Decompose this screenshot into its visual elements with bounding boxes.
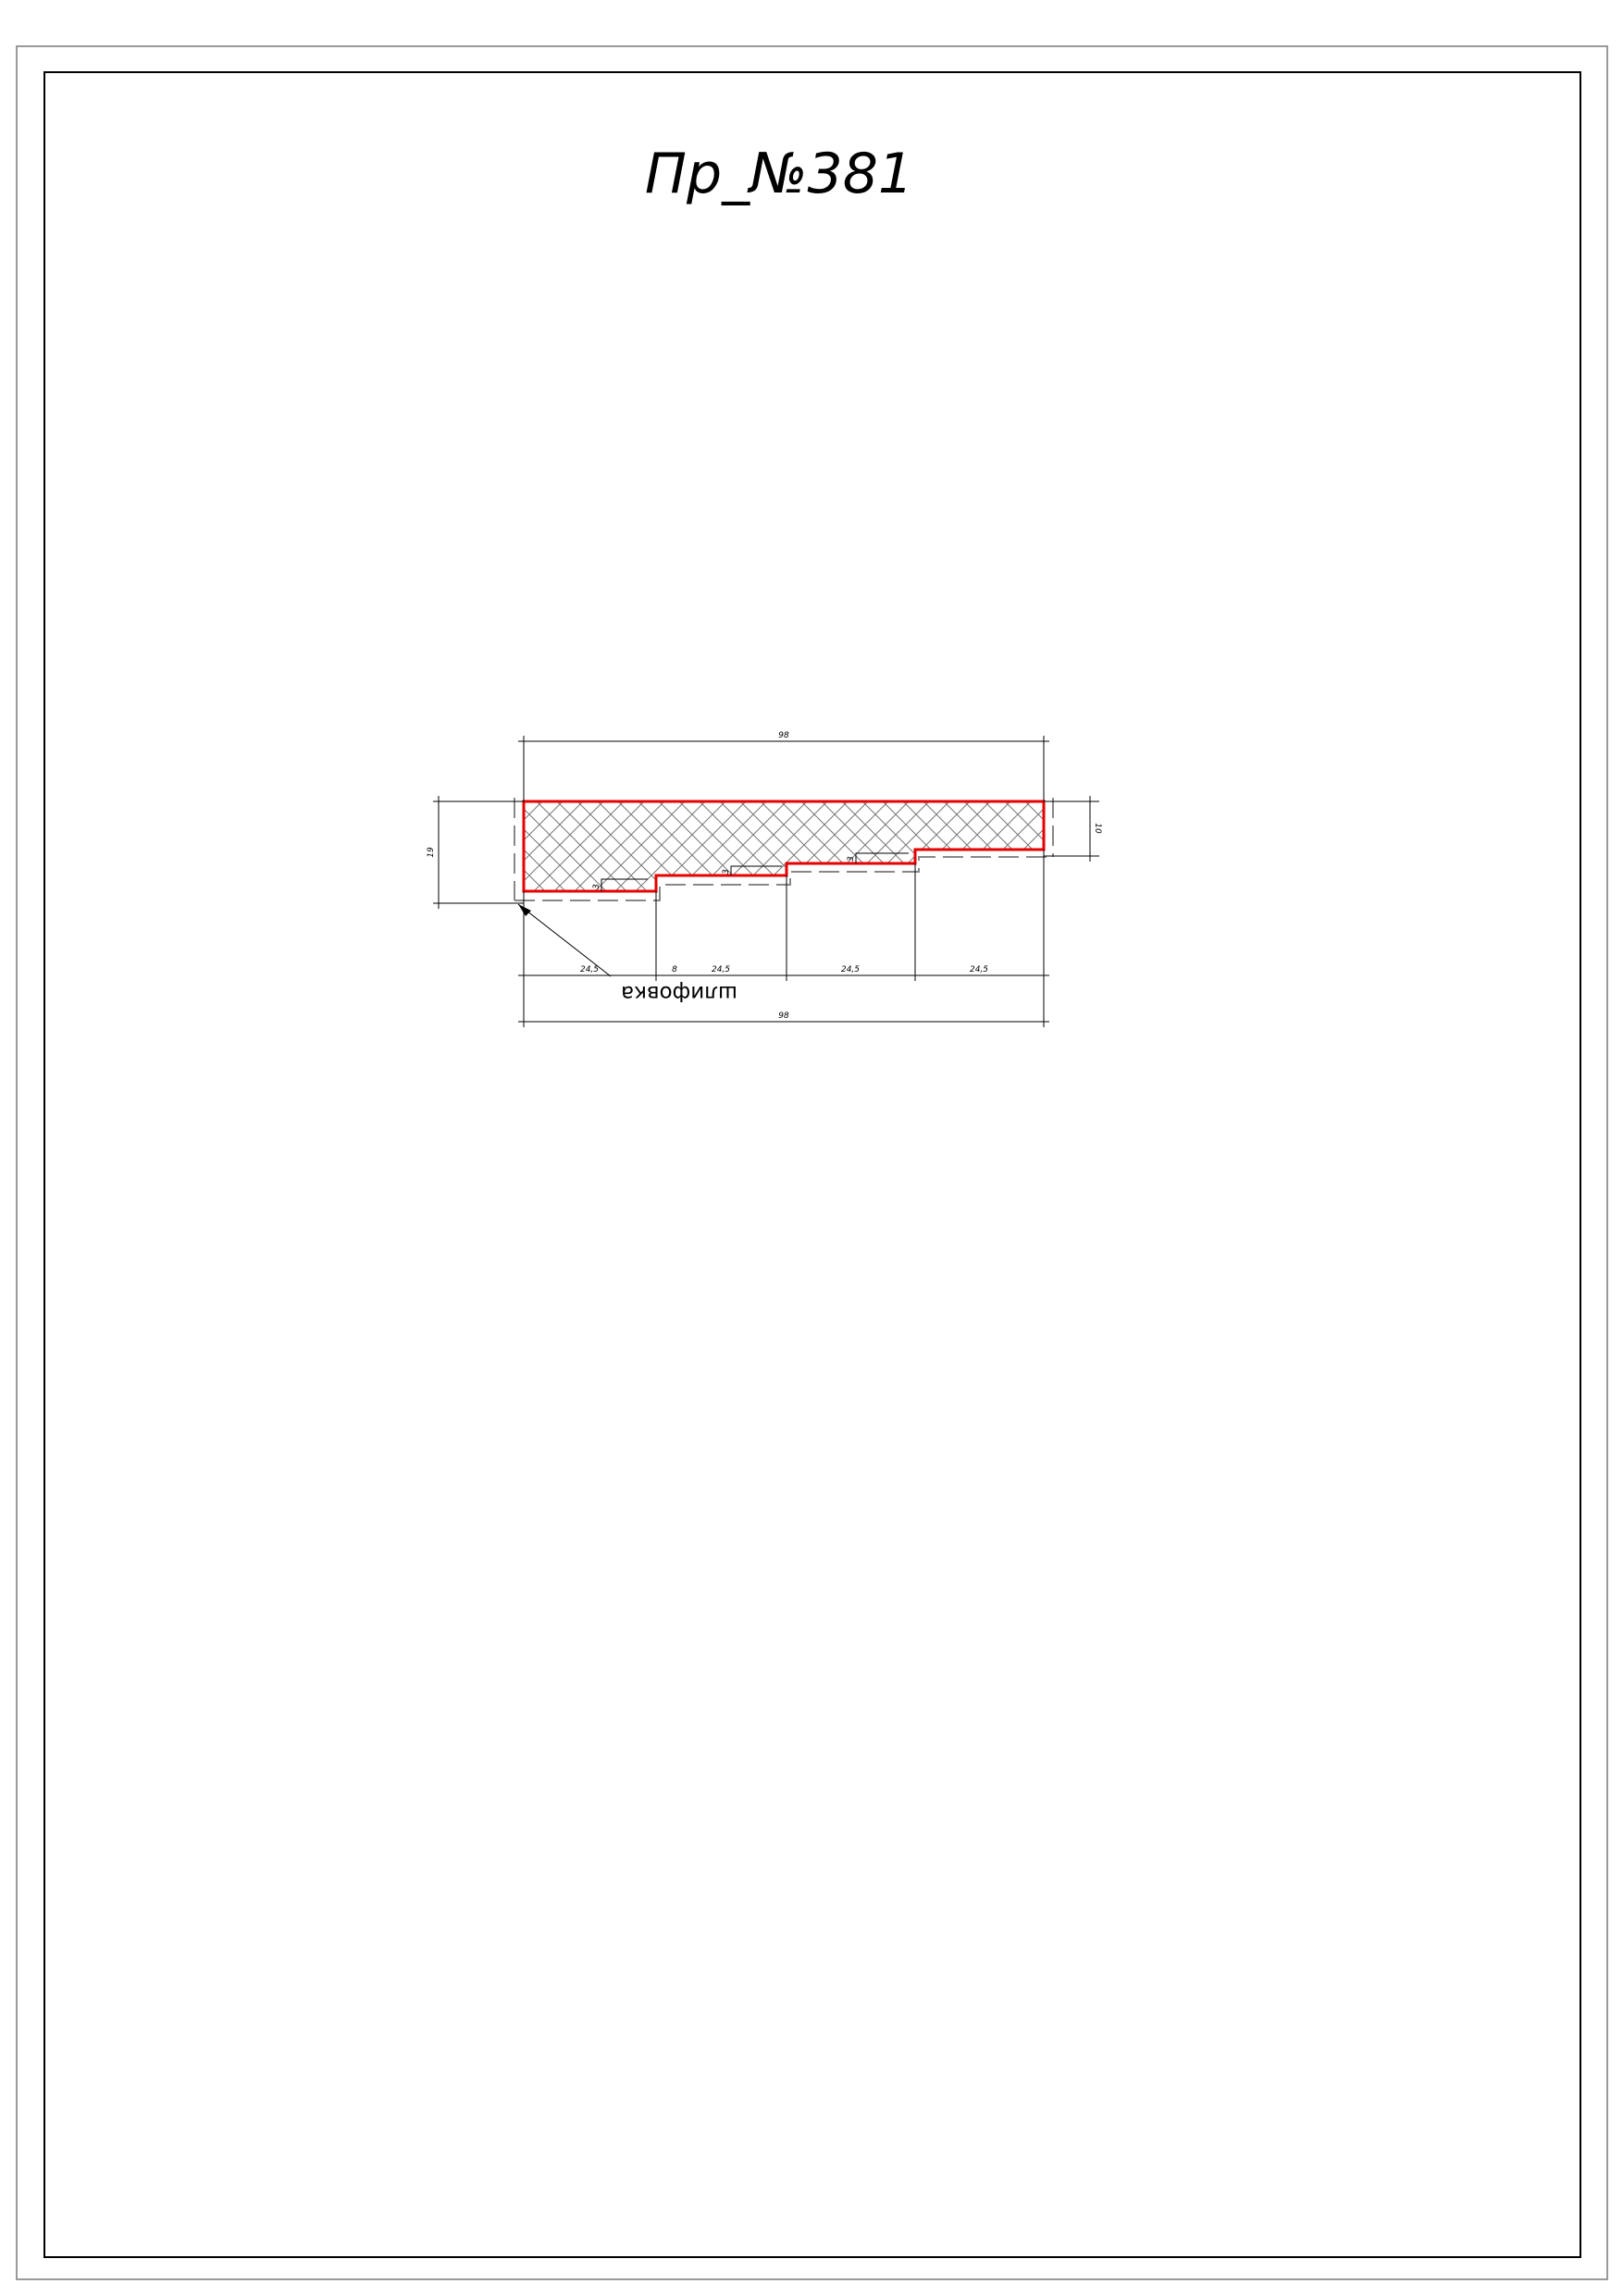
dimensions bbox=[433, 736, 1099, 1027]
callout-leader bbox=[517, 903, 612, 977]
dim-label-seg2: 24,5 bbox=[712, 965, 730, 974]
step-mark-3 bbox=[855, 852, 909, 863]
step-mark-2 bbox=[730, 865, 782, 875]
step-label-1: 3 bbox=[592, 884, 601, 889]
dim-label-top: 98 bbox=[778, 731, 789, 740]
callout-grinding-label: шлифовка bbox=[621, 981, 737, 1005]
step-label-2: 3 bbox=[722, 869, 731, 875]
dim-label-right: 10 bbox=[1093, 823, 1102, 834]
dim-label-8: 8 bbox=[672, 965, 677, 974]
profile-outline bbox=[522, 800, 1046, 893]
dim-label-seg4: 24,5 bbox=[970, 965, 988, 974]
dim-label-seg3: 24,5 bbox=[841, 965, 860, 974]
step-label-3: 3 bbox=[847, 856, 856, 862]
dim-label-bottom: 98 bbox=[778, 1011, 789, 1021]
step-mark-1 bbox=[601, 878, 648, 891]
dim-label-seg1: 24,5 bbox=[580, 965, 599, 974]
dim-label-left: 19 bbox=[427, 847, 436, 858]
outer-frame bbox=[16, 45, 1608, 2280]
profile-fill bbox=[524, 801, 1044, 891]
inner-frame bbox=[43, 71, 1581, 2258]
profile-section bbox=[514, 798, 1054, 901]
dimension-labels: 98 98 19 10 24,5 24,5 24,5 24,5 8 3 3 3 bbox=[427, 731, 1102, 1021]
drawing-title: Пр_№381 bbox=[645, 142, 913, 206]
grinding-dashed-line bbox=[514, 856, 1053, 901]
